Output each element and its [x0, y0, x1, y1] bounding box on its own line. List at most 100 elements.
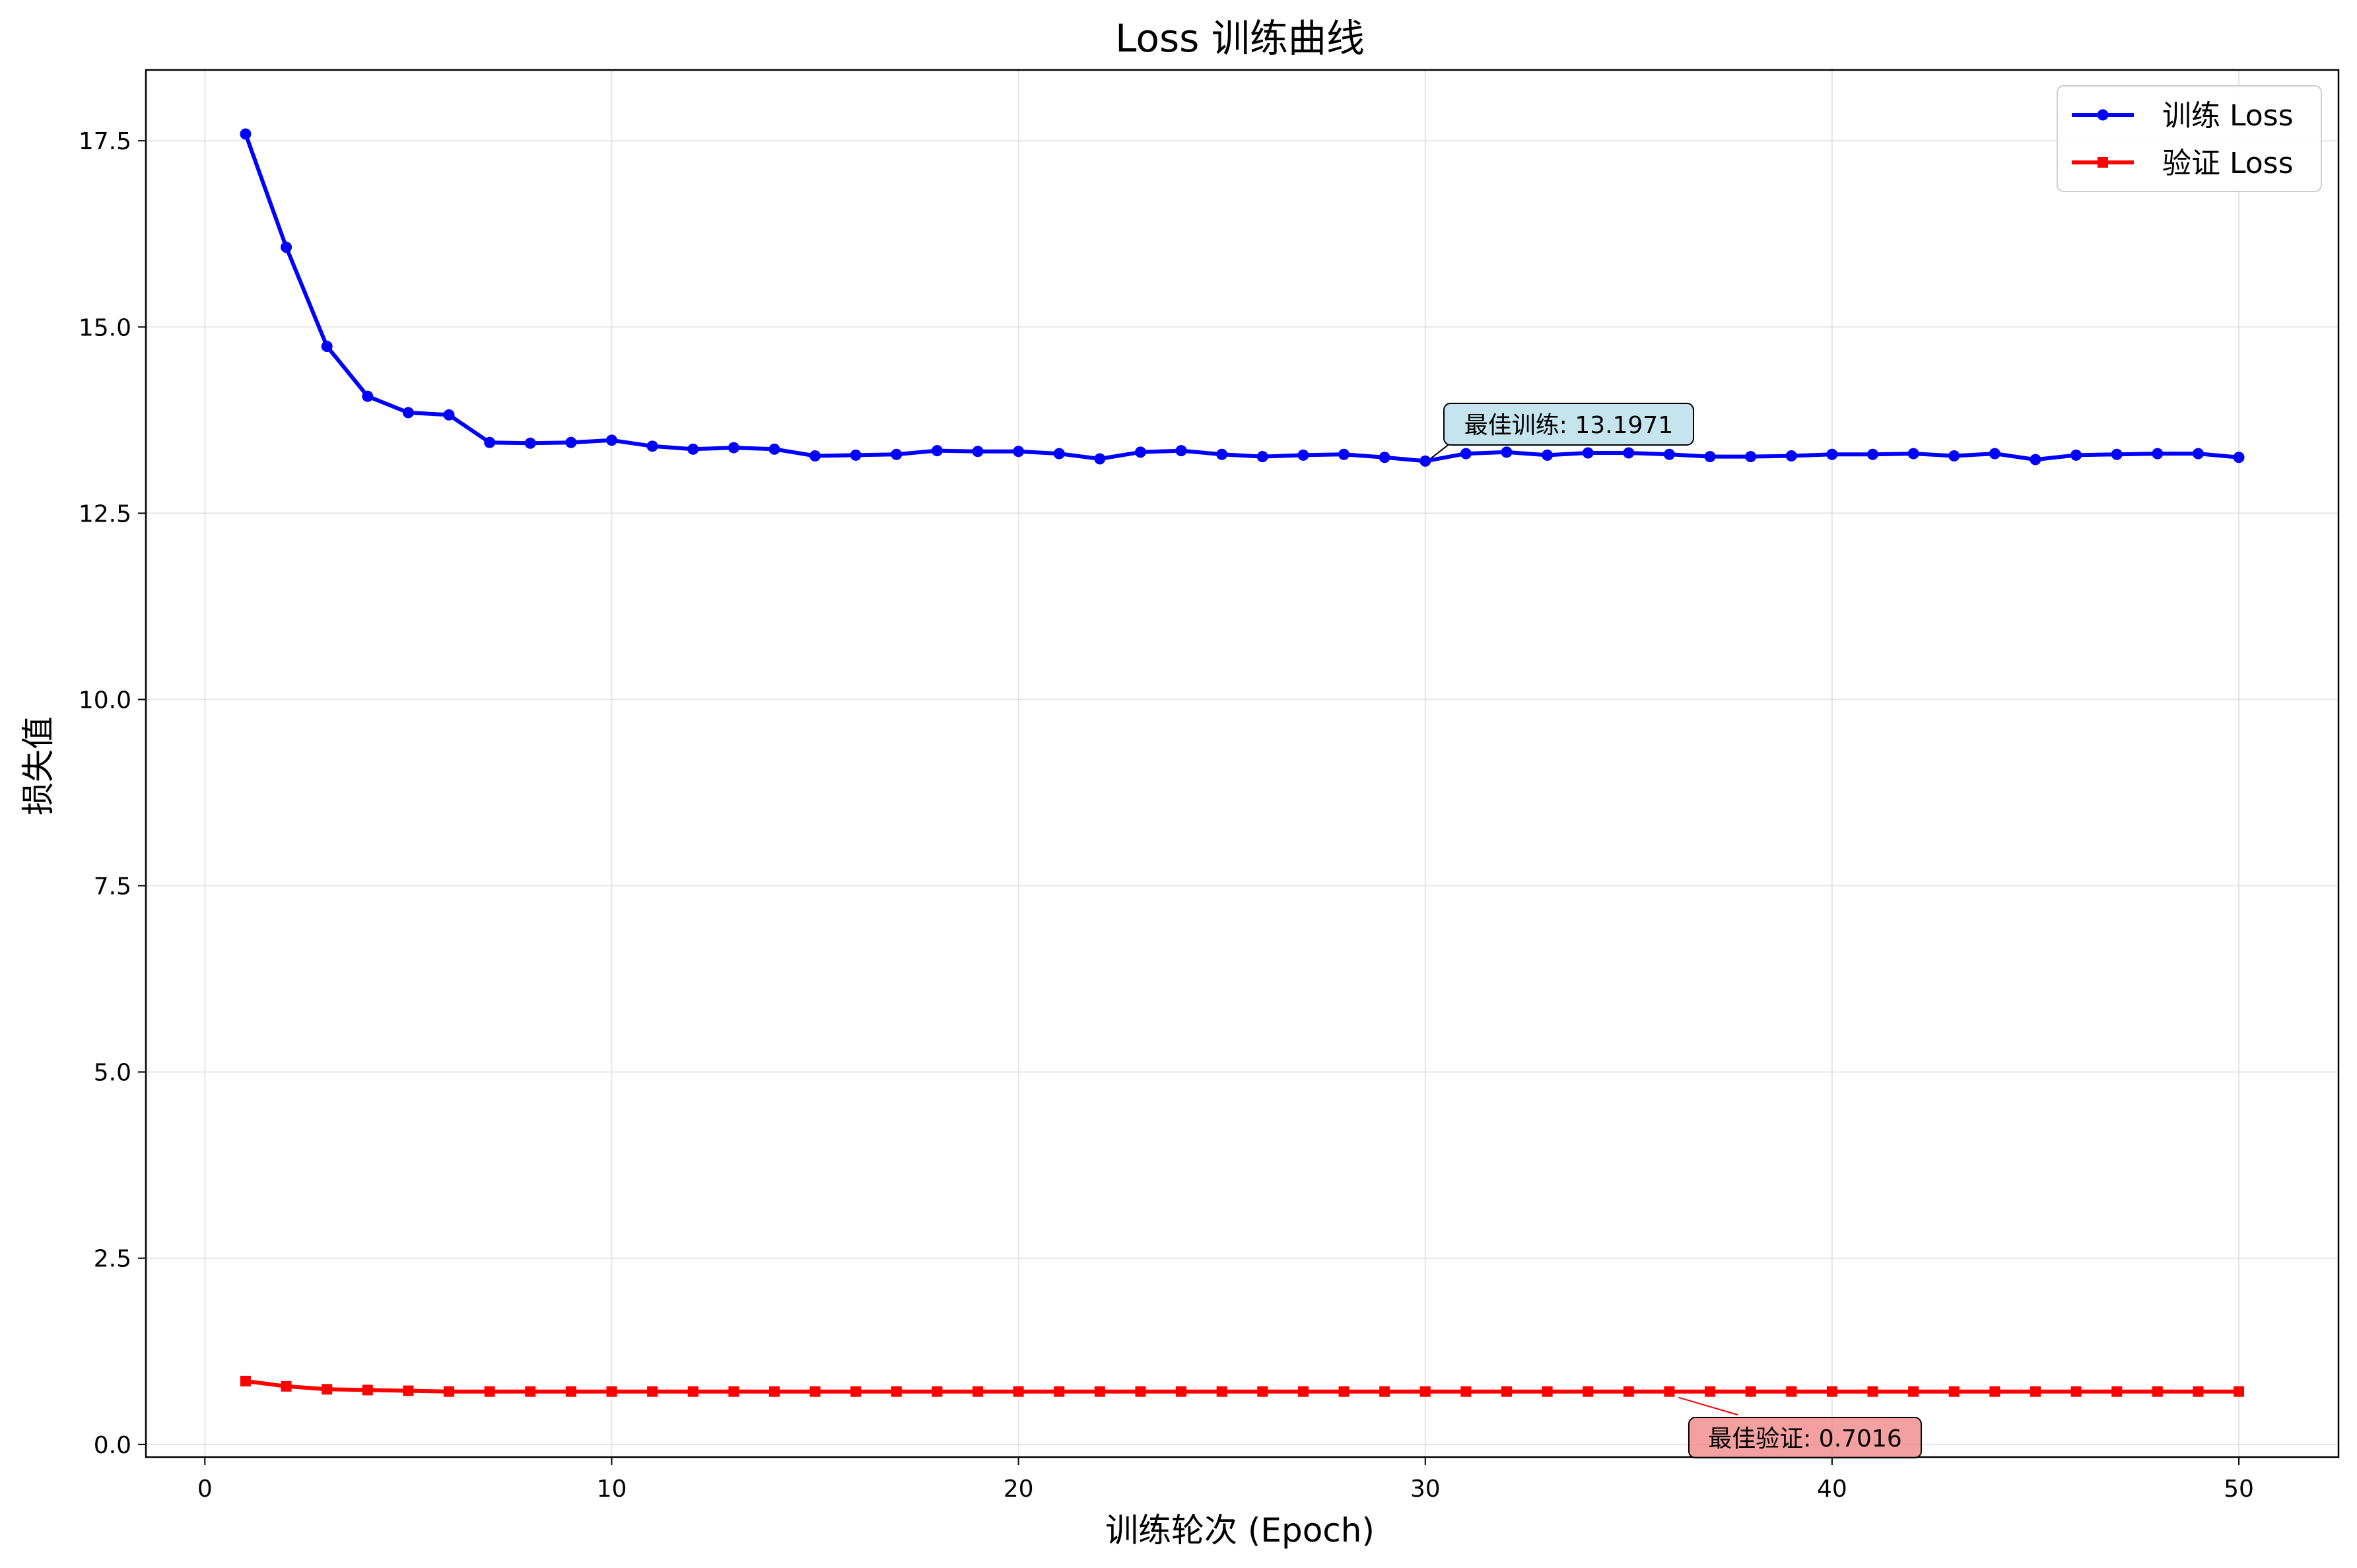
- data-point: [728, 442, 739, 454]
- series-line-2: [244, 1379, 2241, 1394]
- data-point: [2234, 1386, 2245, 1397]
- data-point: [1907, 448, 1919, 460]
- data-point: [1135, 1386, 1146, 1397]
- data-point: [1704, 451, 1716, 463]
- data-point: [362, 390, 374, 402]
- annotation-box: [1443, 403, 1694, 446]
- data-point: [1053, 448, 1065, 460]
- data-point: [524, 437, 536, 449]
- data-point: [1379, 1386, 1390, 1397]
- data-point: [322, 1384, 333, 1395]
- data-point: [1826, 1386, 1837, 1397]
- data-point: [931, 445, 943, 457]
- data-point: [1094, 453, 1106, 465]
- x-tick-label: 50: [2224, 1476, 2254, 1503]
- data-point: [646, 440, 658, 452]
- series-line-1: [244, 132, 2241, 463]
- plot-frame: [145, 69, 2340, 1458]
- data-point: [1175, 445, 1187, 457]
- data-point: [2030, 1386, 2041, 1397]
- x-tick-label: 0: [197, 1476, 213, 1503]
- data-point: [891, 1386, 902, 1397]
- data-point: [850, 1386, 862, 1397]
- annotation-arrow: [1678, 1396, 1738, 1415]
- data-point: [2070, 449, 2082, 461]
- data-point: [1460, 1386, 1472, 1397]
- data-point: [605, 434, 617, 446]
- data-point: [1989, 1386, 2000, 1397]
- x-tick-label: 30: [1410, 1476, 1441, 1503]
- data-point: [972, 446, 984, 458]
- data-point: [362, 1384, 373, 1396]
- data-point: [443, 409, 455, 421]
- data-point: [2152, 448, 2164, 460]
- data-point: [1257, 1386, 1268, 1397]
- data-point: [1664, 1386, 1675, 1397]
- y-axis-label: 损失值: [19, 716, 57, 815]
- data-point: [1297, 449, 1309, 461]
- data-point: [1745, 1386, 1756, 1397]
- data-point: [1705, 1386, 1716, 1397]
- series-layer: [240, 128, 2245, 1397]
- data-point: [1013, 1386, 1024, 1397]
- y-tick-label: 17.5: [79, 128, 131, 155]
- data-point: [606, 1386, 617, 1397]
- data-point: [525, 1386, 536, 1397]
- data-point: [2152, 1386, 2163, 1397]
- grid: [146, 70, 2339, 1457]
- data-point: [891, 448, 903, 460]
- annotation-box: [1688, 1417, 1922, 1458]
- data-point: [1297, 1386, 1309, 1397]
- data-point: [240, 128, 252, 140]
- data-point: [728, 1386, 739, 1397]
- data-point: [687, 1386, 699, 1397]
- data-point: [1785, 450, 1797, 461]
- data-point: [565, 436, 577, 448]
- data-point: [1094, 1386, 1105, 1397]
- y-tick-label: 0.0: [94, 1432, 131, 1459]
- legend-marker: [2097, 109, 2109, 121]
- data-point: [2111, 1386, 2123, 1397]
- data-point: [1176, 1386, 1187, 1397]
- annotation-best-train: 最佳训练: 13.1971: [1464, 412, 1673, 439]
- data-point: [1582, 447, 1594, 459]
- data-point: [281, 242, 292, 254]
- data-point: [1134, 446, 1146, 458]
- data-point: [647, 1386, 658, 1397]
- data-point: [2111, 448, 2123, 460]
- data-point: [1419, 1386, 1431, 1397]
- data-point: [1013, 446, 1025, 458]
- axes: 0 10 20 30 40 50 0.0 2.5 5.0 7.5 10.0 12.5 15.0 17.5: [79, 69, 2340, 1503]
- annotations: 最佳训练: 13.1971 最佳验证: 0.7016: [1430, 403, 1922, 1458]
- y-tick-label: 10.0: [79, 687, 131, 714]
- legend: 训练 Loss 验证 Loss: [2057, 85, 2322, 192]
- data-point: [1338, 448, 1350, 460]
- y-tick-label: 7.5: [94, 873, 131, 901]
- y-tick-label: 5.0: [94, 1060, 131, 1087]
- data-point: [484, 436, 496, 448]
- legend-marker: [2098, 157, 2108, 168]
- data-point: [973, 1386, 984, 1397]
- data-point: [565, 1386, 576, 1397]
- data-point: [1460, 448, 1472, 460]
- data-point: [1256, 451, 1268, 463]
- annotation-arrow: [1430, 444, 1449, 460]
- data-point: [1948, 450, 1960, 461]
- data-point: [2070, 1386, 2082, 1397]
- data-point: [1501, 446, 1513, 458]
- y-tick-label: 12.5: [79, 500, 131, 528]
- y-tick-label: 2.5: [94, 1246, 131, 1273]
- legend-label: 训练 Loss: [2162, 99, 2294, 133]
- data-point: [850, 449, 862, 461]
- data-point: [1867, 1386, 1878, 1397]
- data-point: [1542, 1386, 1553, 1397]
- data-point: [240, 1375, 251, 1386]
- data-point: [1379, 452, 1390, 463]
- data-point: [402, 407, 414, 419]
- data-point: [769, 443, 780, 455]
- data-point: [444, 1386, 455, 1397]
- x-tick-label: 10: [597, 1476, 627, 1503]
- data-point: [809, 450, 821, 461]
